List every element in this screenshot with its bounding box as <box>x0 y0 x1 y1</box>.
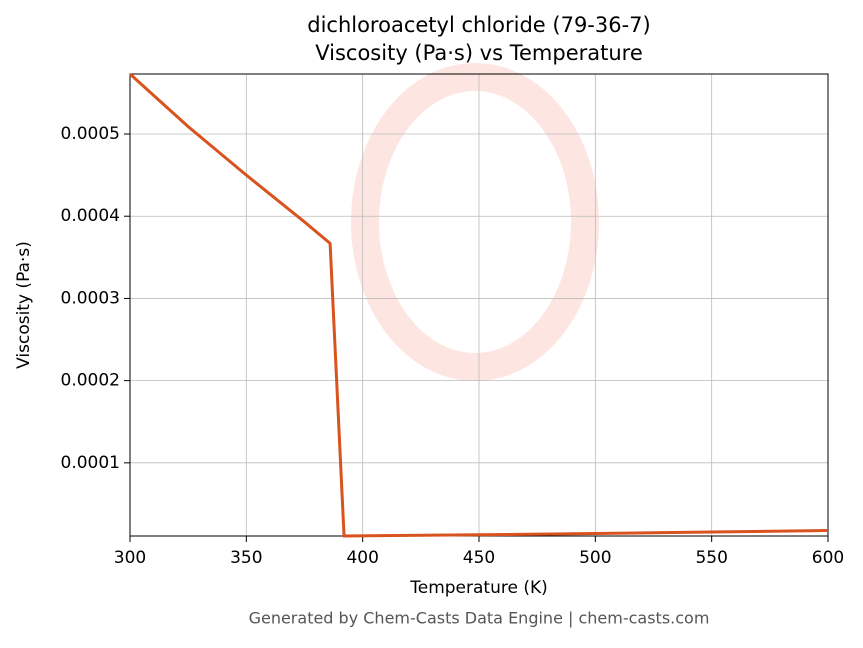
x-axis-label: Temperature (K) <box>409 578 548 598</box>
data-line <box>128 72 829 538</box>
x-tick-label: 500 <box>579 548 611 568</box>
chart-subtitle: Viscosity (Pa·s) vs Temperature <box>315 41 643 65</box>
x-tick-label: 300 <box>114 548 146 568</box>
x-tick-label: 450 <box>463 548 495 568</box>
y-tick-label: 0.0004 <box>61 206 120 226</box>
y-tick-label: 0.0001 <box>61 453 120 473</box>
watermark <box>351 63 599 381</box>
x-tick-label: 550 <box>695 548 727 568</box>
y-tick-label: 0.0005 <box>61 124 120 144</box>
x-tick-label: 600 <box>812 548 844 568</box>
y-tick-label: 0.0002 <box>61 371 120 391</box>
y-axis-label: Viscosity (Pa·s) <box>14 241 34 369</box>
x-tick-label: 350 <box>230 548 262 568</box>
x-tick-label: 400 <box>346 548 378 568</box>
y-tick-label: 0.0003 <box>61 288 120 308</box>
footer: Generated by Chem-Casts Data Engine | ch… <box>249 609 710 628</box>
chart-title: dichloroacetyl chloride (79-36-7) <box>307 13 651 37</box>
